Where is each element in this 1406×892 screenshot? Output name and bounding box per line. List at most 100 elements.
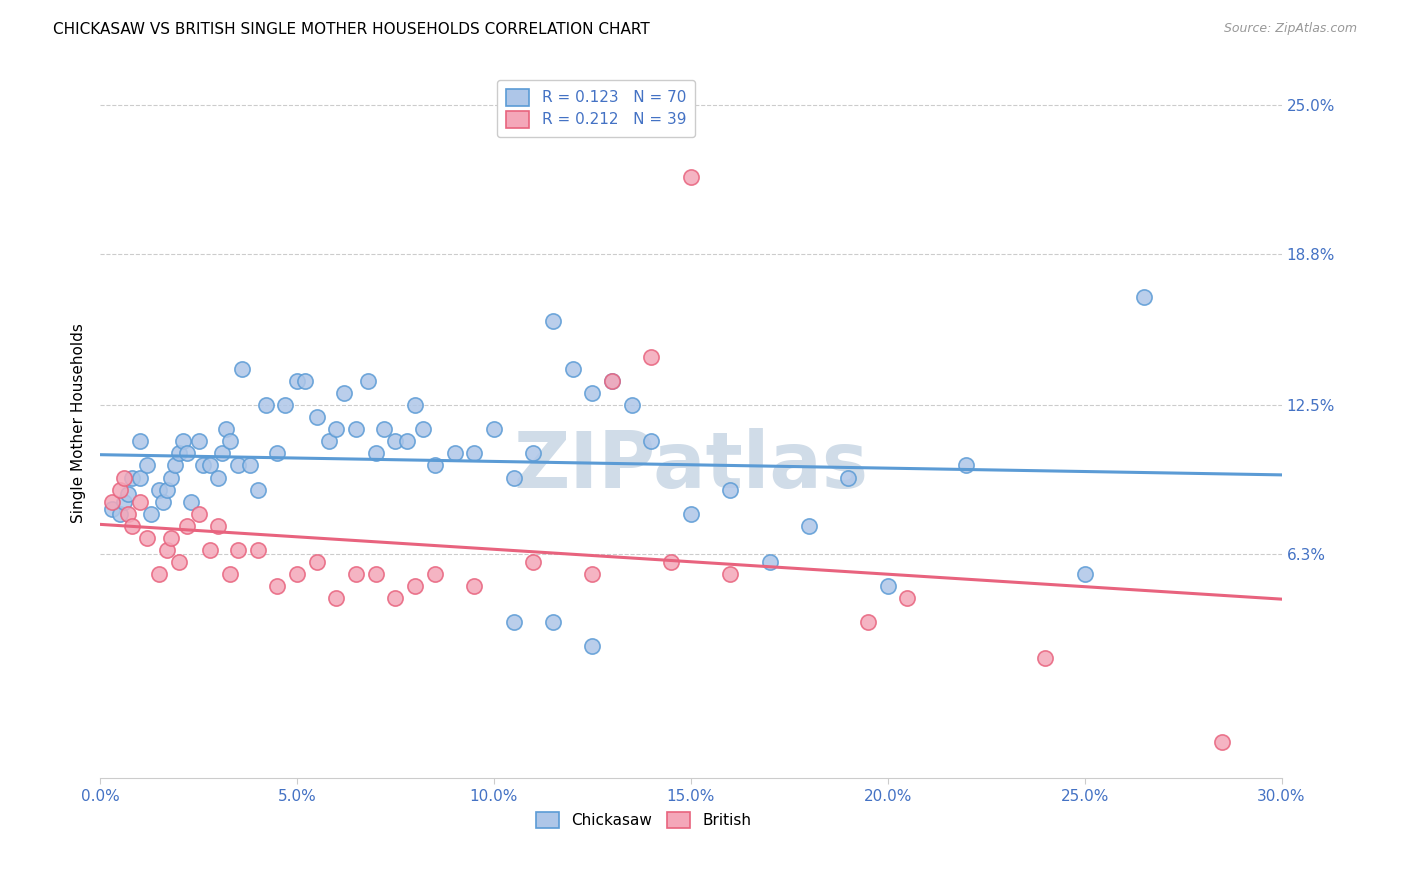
- Point: [333, 386, 356, 401]
- Point: [305, 410, 328, 425]
- Point: [152, 494, 174, 508]
- Point: [160, 531, 183, 545]
- Point: [117, 507, 139, 521]
- Point: [1033, 651, 1056, 665]
- Point: [187, 434, 209, 449]
- Point: [502, 615, 524, 629]
- Point: [108, 507, 131, 521]
- Point: [128, 434, 150, 449]
- Point: [136, 458, 159, 473]
- Point: [180, 494, 202, 508]
- Point: [172, 434, 194, 449]
- Point: [373, 422, 395, 436]
- Point: [404, 579, 426, 593]
- Point: [285, 374, 308, 388]
- Point: [101, 494, 124, 508]
- Point: [266, 446, 288, 460]
- Point: [325, 591, 347, 605]
- Point: [187, 507, 209, 521]
- Y-axis label: Single Mother Households: Single Mother Households: [72, 324, 86, 524]
- Point: [659, 555, 682, 569]
- Point: [600, 374, 623, 388]
- Point: [581, 566, 603, 581]
- Point: [112, 494, 135, 508]
- Point: [200, 542, 222, 557]
- Point: [364, 446, 387, 460]
- Point: [200, 458, 222, 473]
- Point: [294, 374, 316, 388]
- Point: [443, 446, 465, 460]
- Point: [679, 169, 702, 184]
- Point: [207, 518, 229, 533]
- Point: [1073, 566, 1095, 581]
- Point: [364, 566, 387, 581]
- Point: [163, 458, 186, 473]
- Point: [396, 434, 419, 449]
- Point: [640, 350, 662, 364]
- Point: [285, 566, 308, 581]
- Point: [167, 555, 190, 569]
- Point: [121, 518, 143, 533]
- Point: [136, 531, 159, 545]
- Point: [156, 542, 179, 557]
- Point: [502, 470, 524, 484]
- Point: [522, 446, 544, 460]
- Point: [207, 470, 229, 484]
- Point: [176, 446, 198, 460]
- Point: [325, 422, 347, 436]
- Point: [679, 507, 702, 521]
- Legend: Chickasaw, British: Chickasaw, British: [530, 805, 758, 834]
- Point: [305, 555, 328, 569]
- Point: [148, 566, 170, 581]
- Point: [541, 615, 564, 629]
- Point: [758, 555, 780, 569]
- Point: [718, 483, 741, 497]
- Point: [896, 591, 918, 605]
- Point: [423, 566, 446, 581]
- Point: [600, 374, 623, 388]
- Point: [215, 422, 238, 436]
- Point: [318, 434, 340, 449]
- Point: [384, 434, 406, 449]
- Point: [176, 518, 198, 533]
- Point: [266, 579, 288, 593]
- Text: Source: ZipAtlas.com: Source: ZipAtlas.com: [1223, 22, 1357, 36]
- Point: [128, 494, 150, 508]
- Point: [191, 458, 214, 473]
- Point: [522, 555, 544, 569]
- Point: [231, 362, 253, 376]
- Point: [384, 591, 406, 605]
- Point: [226, 542, 249, 557]
- Point: [463, 446, 485, 460]
- Point: [541, 314, 564, 328]
- Point: [148, 483, 170, 497]
- Point: [463, 579, 485, 593]
- Point: [254, 398, 277, 412]
- Point: [620, 398, 643, 412]
- Point: [344, 422, 367, 436]
- Point: [121, 470, 143, 484]
- Point: [797, 518, 820, 533]
- Point: [219, 434, 242, 449]
- Point: [160, 470, 183, 484]
- Point: [239, 458, 262, 473]
- Text: CHICKASAW VS BRITISH SINGLE MOTHER HOUSEHOLDS CORRELATION CHART: CHICKASAW VS BRITISH SINGLE MOTHER HOUSE…: [53, 22, 650, 37]
- Point: [226, 458, 249, 473]
- Point: [856, 615, 879, 629]
- Point: [101, 501, 124, 516]
- Point: [344, 566, 367, 581]
- Point: [640, 434, 662, 449]
- Point: [357, 374, 380, 388]
- Point: [581, 639, 603, 653]
- Point: [156, 483, 179, 497]
- Point: [1132, 290, 1154, 304]
- Point: [423, 458, 446, 473]
- Point: [955, 458, 977, 473]
- Point: [1211, 735, 1233, 749]
- Point: [246, 542, 269, 557]
- Point: [141, 507, 163, 521]
- Point: [581, 386, 603, 401]
- Point: [718, 566, 741, 581]
- Point: [561, 362, 583, 376]
- Point: [482, 422, 505, 436]
